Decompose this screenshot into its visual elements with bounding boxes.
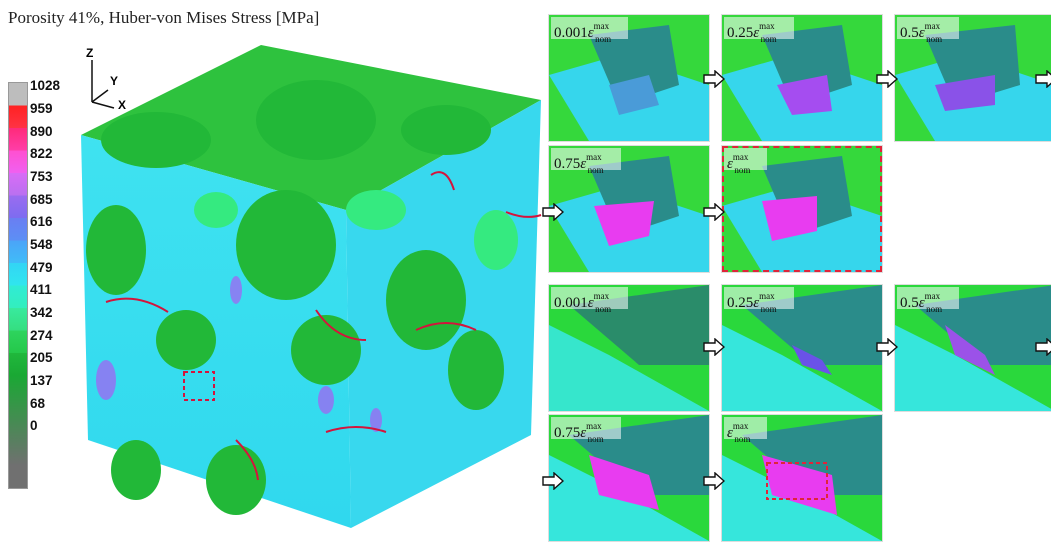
arrow-right-icon <box>703 338 725 356</box>
strain-label: 0.25εmaxnom <box>724 17 794 44</box>
legend-label: 274 <box>30 328 53 343</box>
zoom-region-marker <box>183 371 215 401</box>
arrow-right-icon <box>1035 338 1051 356</box>
arrow-right-icon <box>703 70 725 88</box>
legend-label: 68 <box>30 396 46 411</box>
arrow-right-icon <box>876 338 898 356</box>
light-green-particles <box>194 190 518 270</box>
legend-label: 616 <box>30 214 53 229</box>
strain-label: 0.75εmaxnom <box>551 417 621 444</box>
strain-label: 0.25εmaxnom <box>724 287 794 314</box>
legend-label: 685 <box>30 192 53 207</box>
zoom-panel-top-3: 0.5εmaxnom <box>894 14 1051 142</box>
zoom-image <box>895 285 1051 411</box>
strain-label: 0.001εmaxnom <box>551 287 629 314</box>
arrow-right-icon <box>703 203 725 221</box>
axis-triad-lines <box>91 60 115 109</box>
zoom-image <box>895 15 1051 141</box>
porous-cube-render <box>81 45 542 528</box>
zoom-panel-bottom-3: 0.5εmaxnom <box>894 284 1051 412</box>
legend-colorbar <box>8 82 28 489</box>
arrow-right-icon <box>1035 70 1051 88</box>
zoom-image <box>722 146 882 272</box>
axis-z-label: Z <box>86 46 94 60</box>
legend-label: 342 <box>30 305 53 320</box>
legend-label: 753 <box>30 169 53 184</box>
legend-label: 548 <box>30 237 53 252</box>
legend-label: 822 <box>30 146 53 161</box>
strain-label: 0.001εmaxnom <box>551 17 629 44</box>
zoom-panel-bottom-2: 0.25εmaxnom <box>721 284 883 412</box>
legend-label: 1028 <box>30 78 61 93</box>
legend-label: 137 <box>30 373 53 388</box>
strain-label: 0.5εmaxnom <box>897 17 960 44</box>
zoom-panel-top-1: 0.001εmaxnom <box>548 14 710 142</box>
strain-label: 0.75εmaxnom <box>551 148 621 175</box>
zoom-panel-bottom-4: 0.75εmaxnom <box>548 414 710 542</box>
strain-label: 0.5εmaxnom <box>897 287 960 314</box>
zoom-image <box>549 15 709 141</box>
stress-hotspots <box>96 276 382 432</box>
legend-label: 959 <box>30 101 53 116</box>
green-particles <box>86 80 504 515</box>
legend-label: 205 <box>30 350 53 365</box>
zoom-panel-top-5: εmaxnom <box>721 145 883 273</box>
zoom-panel-top-4: 0.75εmaxnom <box>548 145 710 273</box>
arrow-right-icon <box>876 70 898 88</box>
arrow-right-icon <box>542 203 564 221</box>
axis-y-label: Y <box>110 74 119 88</box>
legend-label: 890 <box>30 124 53 139</box>
zoom-panel-bottom-1: 0.001εmaxnom <box>548 284 710 412</box>
legend-label: 0 <box>30 418 38 433</box>
crack-lines <box>105 171 542 481</box>
figure-title: Porosity 41%, Huber-von Mises Stress [MP… <box>8 8 320 27</box>
zoom-panel-bottom-5: εmaxnom <box>721 414 883 542</box>
strain-label: εmaxnom <box>724 417 768 444</box>
axis-triad: Z Y X <box>82 46 142 114</box>
legend-label: 411 <box>30 282 52 297</box>
arrow-right-icon <box>542 472 564 490</box>
strain-label: εmaxnom <box>724 148 768 175</box>
axis-x-label: X <box>118 98 127 112</box>
zoom-panel-top-2: 0.25εmaxnom <box>721 14 883 142</box>
zoom-image <box>722 415 882 541</box>
arrow-right-icon <box>703 472 725 490</box>
legend-label: 479 <box>30 260 53 275</box>
